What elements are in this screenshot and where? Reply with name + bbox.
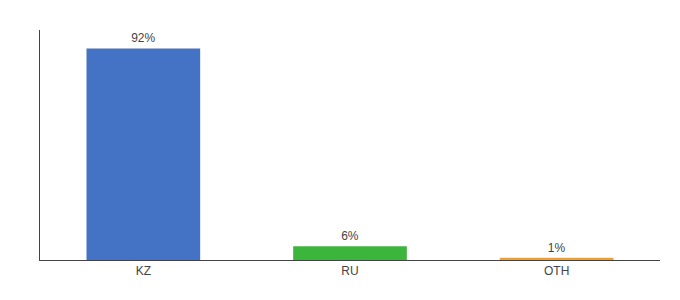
svg-text:RU: RU (341, 264, 358, 278)
svg-text:1%: 1% (548, 241, 566, 255)
svg-text:6%: 6% (341, 229, 359, 243)
svg-text:KZ: KZ (136, 264, 151, 278)
svg-text:92%: 92% (131, 31, 155, 45)
svg-text:OTH: OTH (544, 264, 569, 278)
